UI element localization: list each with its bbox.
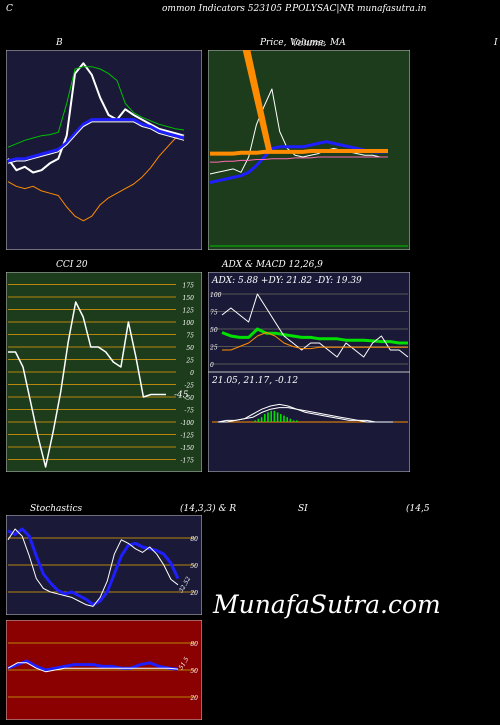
cci-tick-label: 125 (183, 308, 195, 315)
bollinger-series-line (7, 118, 185, 163)
cci-tick-label: 0 (190, 370, 194, 377)
macd-histogram-bar (273, 410, 276, 422)
stoch-label: Stochastics (30, 504, 83, 514)
cci-tick-label: -175 (181, 458, 195, 465)
stoch-tick-label: 20 (189, 590, 198, 597)
adx-panel: ADX: 5.88 +DY: 21.82 -DY: 19.39 21.05, 2… (208, 272, 410, 472)
cci-tick-label: 50 (186, 345, 194, 352)
adx-series-line (221, 327, 408, 345)
rsi-tick-label: 20 (189, 695, 198, 702)
stoch-tick-label: 80 (190, 536, 198, 543)
macd-histogram-bar (289, 418, 292, 422)
adx-tick-label: 0 (210, 362, 214, 369)
macd-series-line (218, 407, 393, 423)
price-label-d: Volume (292, 39, 326, 49)
adx-tick-label: 75 (210, 310, 218, 317)
bollinger-series-line (7, 62, 185, 174)
macd-histogram-bar (280, 414, 282, 422)
price-series-line (209, 140, 388, 184)
price-series-line (210, 156, 388, 163)
cci-tick-label: -25 (184, 383, 194, 390)
price-series-line (210, 149, 388, 156)
macd-histogram-bar (254, 420, 256, 422)
stoch-series-line (7, 528, 179, 607)
rsi-series-line (7, 659, 179, 672)
cci-tick-label: -75 (184, 408, 194, 415)
cci-tick-label: -150 (181, 445, 195, 452)
price-volume-spike (242, 50, 272, 150)
rsi-tick-label: 50 (190, 668, 198, 675)
adx-series-line (222, 332, 408, 351)
bollinger-panel (6, 50, 202, 250)
cci-tick-label: 25 (185, 358, 194, 365)
price-panel (208, 50, 410, 250)
macd-histogram-bar (276, 412, 279, 422)
cci-tick-label: 75 (186, 333, 194, 340)
cci-label: CCI 20 (56, 260, 88, 270)
rsi-series-line (7, 662, 179, 673)
page-title: ommon Indicators 523105 P.POLYSAC|NR mun… (162, 4, 427, 14)
adx-tick-label: 100 (210, 292, 222, 299)
header-left-letter: C (6, 4, 13, 14)
macd-histogram-bar (260, 417, 263, 422)
adx-tick-label: 50 (210, 327, 218, 334)
cci-tick-label: -50 (184, 395, 194, 402)
adx-readout: ADX: 5.88 +DY: 21.82 -DY: 19.39 (211, 276, 362, 286)
macd-series-line (217, 403, 393, 423)
macd-histogram-bar (283, 415, 285, 422)
macd-histogram-bar (292, 420, 295, 422)
macd-histogram-bar (264, 414, 266, 422)
adx-label: ADX & MACD 12,26,9 (222, 260, 323, 270)
cci-panel: 175 150 125 100 75 50 25 0 -25 -50 -75 -100 -125 -150… (6, 272, 202, 472)
bollinger-bg (6, 50, 202, 250)
bollinger-series-line (7, 135, 185, 222)
cci-value-label: -45 (174, 391, 189, 401)
macd-histogram-bar (270, 410, 272, 422)
macd-readout: 21.05, 21.17, -0.12 (211, 376, 298, 386)
price-label-c: MA (330, 38, 346, 48)
bollinger-label: B (56, 38, 63, 48)
rsi-tick-label: 80 (190, 641, 198, 648)
right-edge-label: I (494, 38, 498, 48)
stoch-params: (14,3,3) & R (180, 504, 237, 514)
cci-tick-label: 100 (183, 320, 195, 327)
cci-tick-label: 175 (183, 283, 195, 290)
macd-histogram-bar (296, 420, 298, 422)
rsi-label: SI (298, 504, 308, 514)
macd-histogram-bar (267, 412, 269, 422)
adx-tick-label: 25 (209, 345, 218, 352)
macd-histogram-bar (286, 417, 288, 422)
price-label-b: Volume, (290, 38, 327, 48)
adx-series-line (221, 293, 409, 358)
cci-tick-label: -100 (181, 420, 195, 427)
cci-tick-label: 150 (183, 295, 195, 302)
stoch-tick-label: 50 (190, 563, 198, 570)
watermark: MunafaSutra.com (213, 590, 441, 619)
bollinger-series-line (7, 66, 185, 148)
bollinger-series-line (7, 121, 185, 164)
macd-histogram-bar (257, 418, 260, 422)
cci-line (8, 301, 166, 468)
price-series-line (209, 88, 388, 175)
stoch-series-line (7, 527, 180, 607)
rsi-params: (14,5 (406, 504, 430, 514)
cci-tick-label: -125 (181, 433, 195, 440)
price-label-a: Price, (260, 38, 287, 48)
